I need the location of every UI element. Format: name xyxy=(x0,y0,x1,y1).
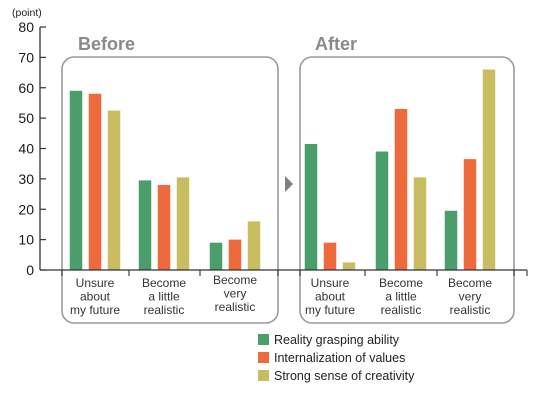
category-label: Become xyxy=(213,273,257,287)
legend-swatch-3 xyxy=(258,370,269,381)
panel-title-2: After xyxy=(315,34,357,54)
bar-1-1-2 xyxy=(88,93,102,270)
bar-2-3-2 xyxy=(463,159,477,270)
category-label: realistic xyxy=(215,300,256,314)
bar-1-2-1 xyxy=(138,180,152,270)
bar-2-2-1 xyxy=(375,151,389,270)
bar-1-1-3 xyxy=(107,110,121,270)
bar-2-1-1 xyxy=(304,143,318,270)
bar-1-2-3 xyxy=(176,177,190,270)
category-label: very xyxy=(459,290,482,304)
bar-2-2-2 xyxy=(394,109,408,270)
category-label: realistic xyxy=(381,303,422,317)
bar-1-3-3 xyxy=(247,221,261,270)
category-label: a little xyxy=(385,290,417,304)
y-axis-unit-label: (point) xyxy=(12,7,42,19)
bar-1-3-2 xyxy=(228,239,242,270)
arrow-icon xyxy=(285,176,293,192)
bar-2-3-3 xyxy=(482,69,496,271)
category-label: Become xyxy=(142,276,186,290)
category-label: about xyxy=(315,290,346,304)
y-tick-label: 80 xyxy=(18,19,34,35)
category-label: a little xyxy=(148,290,180,304)
category-label: realistic xyxy=(144,303,185,317)
y-tick-label: 70 xyxy=(18,49,34,65)
legend-swatch-1 xyxy=(258,334,269,345)
legend-label-2: Internalization of values xyxy=(274,351,405,365)
category-label: my future xyxy=(70,303,120,317)
panel-frame-1 xyxy=(61,56,279,324)
legend-label-1: Reality grasping ability xyxy=(274,333,400,347)
category-label: very xyxy=(224,287,247,301)
bar-1-3-1 xyxy=(209,242,223,270)
y-tick-label: 60 xyxy=(18,80,34,96)
category-label: about xyxy=(80,290,111,304)
y-tick-label: 20 xyxy=(18,201,34,217)
bar-2-3-1 xyxy=(444,210,458,270)
bar-1-1-1 xyxy=(69,90,83,270)
category-label: Become xyxy=(379,276,423,290)
bar-2-2-3 xyxy=(413,177,427,270)
legend-label-3: Strong sense of creativity xyxy=(274,369,415,383)
category-label: Unsure xyxy=(76,276,115,290)
category-label: my future xyxy=(305,303,355,317)
legend-swatch-2 xyxy=(258,352,269,363)
y-tick-label: 30 xyxy=(18,171,34,187)
y-tick-label: 50 xyxy=(18,110,34,126)
y-tick-label: 0 xyxy=(26,262,34,278)
panel-title-1: Before xyxy=(78,34,135,54)
panel-frame-2 xyxy=(299,56,515,324)
category-label: Become xyxy=(448,276,492,290)
category-label: realistic xyxy=(450,303,491,317)
category-label: Unsure xyxy=(311,276,350,290)
bar-2-1-2 xyxy=(323,242,337,270)
y-tick-label: 10 xyxy=(18,232,34,248)
y-tick-label: 40 xyxy=(18,141,34,157)
bar-2-1-3 xyxy=(342,262,356,270)
bar-1-2-2 xyxy=(157,184,171,270)
